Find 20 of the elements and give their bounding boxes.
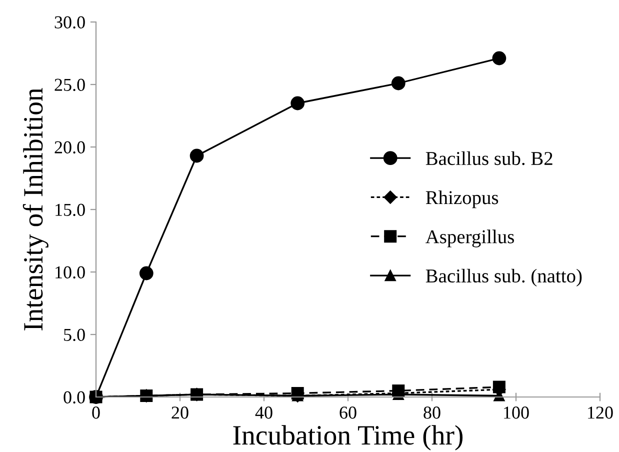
x-axis-title: Incubation Time (hr) [233, 425, 463, 450]
x-tick-label: 60 [340, 406, 356, 419]
y-tick-label: 20.0 [54, 141, 85, 154]
legend-label: Rhizopus [426, 190, 498, 208]
y-tick-label: 15.0 [56, 204, 85, 216]
x-tick-label: 20 [172, 406, 188, 419]
y-tick-label: 5.0 [64, 328, 85, 342]
y-tick-label: 25.0 [54, 78, 85, 92]
x-tick-label: 80 [424, 406, 440, 419]
legend-label: Bacillus sub. (natto) [426, 268, 582, 286]
y-axis-title: Intensity of Inhibition [22, 88, 48, 330]
x-tick-label: 100 [504, 406, 529, 419]
legend-label: Bacillus sub. B2 [426, 151, 552, 166]
x-tick-label: 40 [255, 406, 272, 419]
y-tick-label: 0.0 [64, 391, 85, 404]
x-tick-label: 0 [92, 406, 100, 419]
x-tick-label: 120 [588, 406, 613, 419]
y-tick-label: 10.0 [56, 266, 85, 279]
legend-label: Aspergillus [426, 230, 514, 248]
y-tick-label: 30.0 [54, 16, 85, 29]
